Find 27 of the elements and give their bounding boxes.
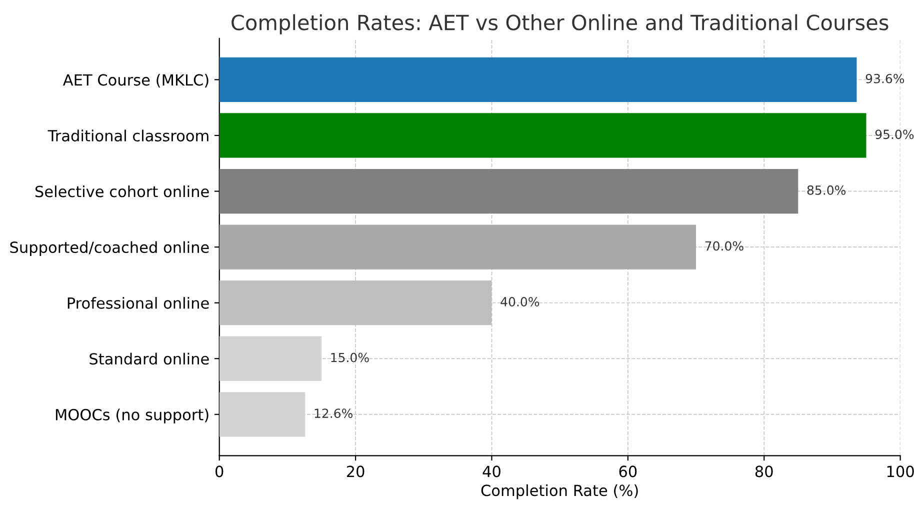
y-tick-label: MOOCs (no support): [56, 408, 208, 424]
y-tick-label: Traditional classroom: [48, 130, 208, 142]
chart-title: Completion Rates: AET vs Other Online and Traditional Courses: [232, 14, 888, 34]
y-tick-label: Standard online: [90, 352, 209, 365]
bar: [219, 113, 866, 158]
data-label: 15.0%: [331, 352, 369, 362]
data-label: 95.0%: [875, 130, 914, 140]
y-tick-label: Professional online: [68, 297, 209, 309]
x-tick-label: 80: [755, 466, 773, 478]
x-tick-label: 0: [216, 466, 224, 478]
data-label: 12.6%: [314, 408, 353, 418]
x-tick-label: 100: [887, 466, 914, 478]
y-tick-label: AET Course (MKLC): [62, 74, 208, 88]
bar: [219, 168, 798, 214]
data-label: 40.0%: [500, 297, 540, 306]
bar: [219, 280, 492, 326]
bar: [219, 57, 857, 102]
x-tick-label: 60: [619, 466, 637, 478]
y-tick-label: Supported/coached online: [10, 241, 209, 256]
data-label: 70.0%: [705, 241, 744, 251]
y-tick-label: Selective cohort online: [35, 185, 209, 198]
data-label: 93.6%: [866, 74, 904, 84]
x-tick-label: 20: [346, 466, 364, 478]
data-label: 85.0%: [807, 185, 846, 195]
x-axis-title: Completion Rate (%): [481, 484, 638, 500]
x-tick-label: 40: [482, 466, 500, 478]
bar: [219, 224, 696, 270]
